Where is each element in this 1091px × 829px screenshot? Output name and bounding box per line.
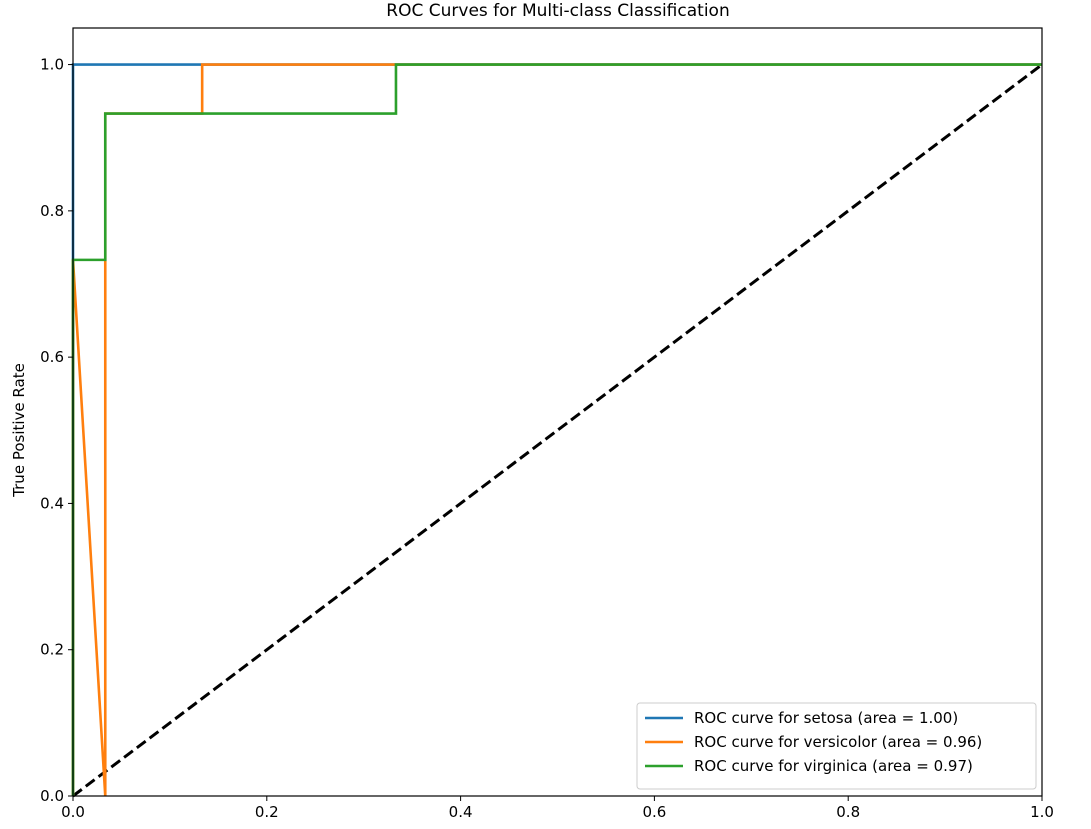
x-tick-label: 0.8 (836, 803, 860, 821)
x-tick-label: 0.0 (61, 803, 85, 821)
axis-ticks: 0.0 0.2 0.4 0.6 0.8 1.0 0.0 0.2 0.4 0.6 0.8 1.0 (40, 56, 1054, 821)
y-tick-label: 0.8 (40, 202, 64, 220)
x-tick-label: 1.0 (1030, 803, 1054, 821)
legend-entry: ROC curve for virginica (area = 0.97) (694, 757, 973, 775)
legend-box (636, 702, 1037, 790)
legend-entry: ROC curve for versicolor (area = 0.96) (694, 733, 982, 751)
chance-reference-line (72, 63, 1043, 798)
legend-entry: ROC curve for setosa (area = 1.00) (694, 709, 958, 727)
y-tick-label: 0.6 (40, 348, 64, 366)
y-tick-label: 0.2 (40, 641, 64, 659)
chart-title: ROC Curves for Multi-class Classificatio… (386, 1, 729, 21)
y-tick-label: 1.0 (40, 56, 64, 74)
y-tick-label: 0.4 (40, 494, 64, 512)
y-axis-label: True Positive Rate (10, 363, 28, 498)
x-tick-label: 0.6 (642, 803, 666, 821)
plot-frame (72, 27, 1043, 797)
legend: ROC curve for setosa (area = 1.00) ROC cu… (636, 702, 1037, 790)
y-tick-label: 0.0 (40, 787, 64, 805)
x-tick-label: 0.2 (255, 803, 279, 821)
x-tick-label: 0.4 (449, 803, 473, 821)
